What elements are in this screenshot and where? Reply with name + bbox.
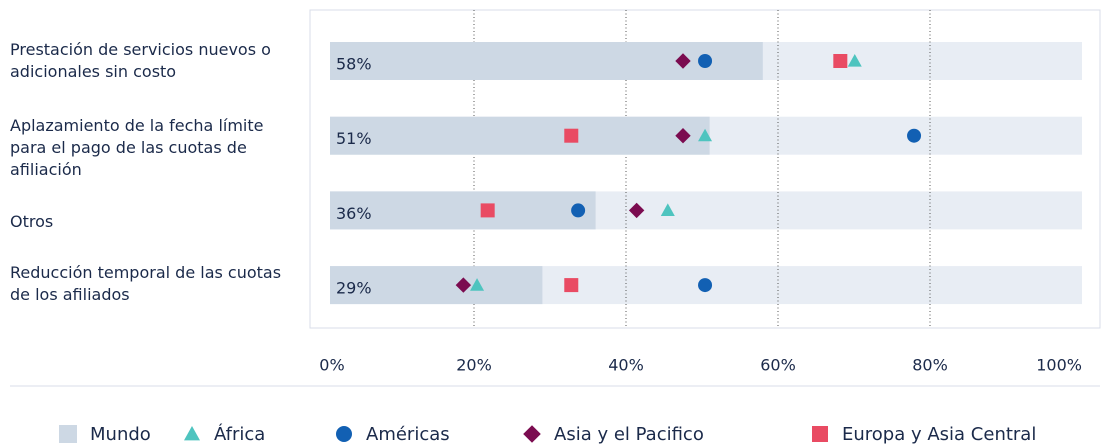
x-tick-label: 40% [608, 356, 644, 375]
legend-swatch [812, 426, 828, 442]
category-label: Otros [10, 212, 54, 231]
x-tick-label: 100% [1036, 356, 1082, 375]
x-tick-label: 0% [319, 356, 344, 375]
marker [698, 54, 713, 68]
marker [628, 202, 645, 219]
bar [330, 266, 543, 305]
marker [571, 203, 586, 218]
legend-swatch [523, 425, 541, 443]
value-label: 36% [336, 204, 372, 223]
bar [330, 116, 710, 155]
marker [660, 203, 675, 216]
category-label: Reducción temporal de las cuotas de los … [10, 263, 282, 304]
legend-swatch [59, 425, 77, 443]
marker [907, 128, 922, 143]
marker [470, 278, 485, 291]
marker [455, 277, 472, 293]
marker [675, 128, 691, 144]
bar [330, 191, 596, 230]
marker [698, 278, 713, 293]
category-label: Prestación de servicios nuevos o adicion… [10, 40, 271, 81]
marker [480, 203, 495, 218]
bar [330, 42, 763, 80]
legend-label: Mundo [90, 424, 151, 445]
marker [833, 54, 848, 68]
marker [564, 278, 579, 293]
x-tick-label: 20% [456, 356, 492, 375]
value-label: 58% [336, 55, 372, 74]
legend-label: Asia y el Pacifico [554, 424, 704, 445]
value-label: 51% [336, 129, 372, 148]
legend-swatch [184, 426, 200, 441]
legend-label: Europa y Asia Central [842, 424, 1036, 445]
legend-label: Américas [366, 424, 450, 445]
marker [675, 53, 691, 69]
legend-label: África [214, 423, 265, 445]
marker [698, 128, 713, 142]
legend-swatch [336, 426, 352, 442]
value-label: 29% [336, 279, 372, 298]
x-tick-label: 80% [912, 356, 948, 375]
category-label: Aplazamiento de la fecha límite para el … [10, 116, 264, 179]
x-tick-label: 60% [760, 356, 796, 375]
marker [847, 54, 862, 67]
marker [564, 128, 579, 143]
